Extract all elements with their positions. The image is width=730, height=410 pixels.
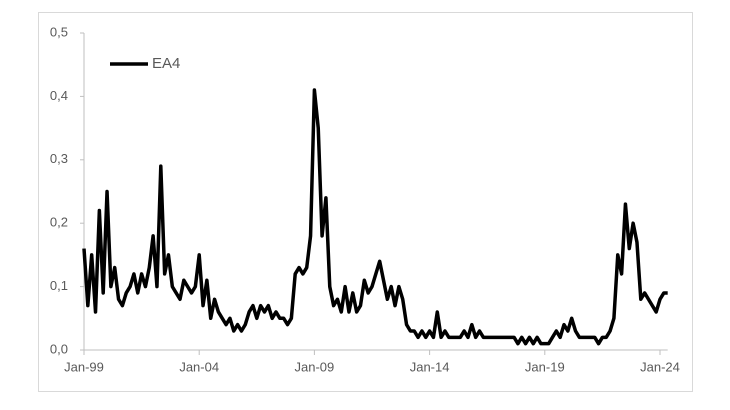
chart-frame — [38, 12, 693, 392]
y-tick-label: 0,2 — [50, 215, 68, 230]
y-tick-label: 0,3 — [50, 151, 68, 166]
x-tick-label: Jan-24 — [640, 359, 680, 374]
data-line — [82, 88, 668, 346]
x-tick-label: Jan-09 — [295, 359, 335, 374]
legend-label: EA4 — [152, 55, 180, 72]
y-tick-label: 0,4 — [50, 88, 68, 103]
y-tick-label: 0,5 — [50, 24, 68, 39]
x-tick-label: Jan-99 — [64, 359, 104, 374]
y-tick-label: 0,1 — [50, 278, 68, 293]
x-tick-label: Jan-19 — [525, 359, 565, 374]
x-tick-label: Jan-14 — [410, 359, 450, 374]
x-tick-label: Jan-04 — [179, 359, 219, 374]
y-tick-label: 0,0 — [50, 341, 68, 356]
